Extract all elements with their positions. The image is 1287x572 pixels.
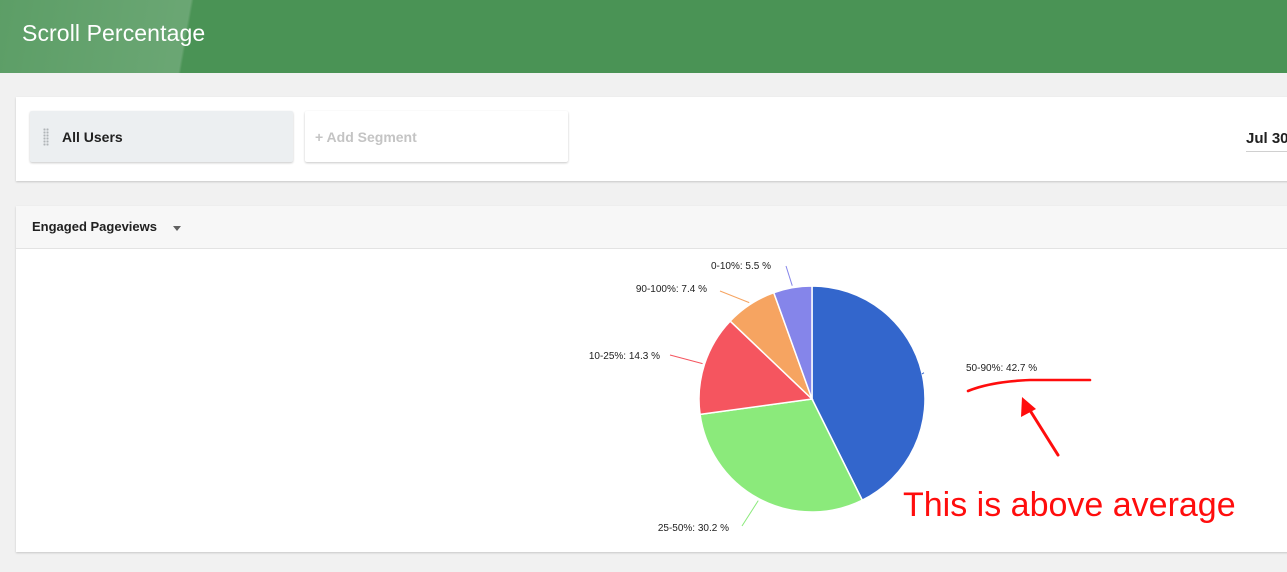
pie-label-90-100%: 90-100%: 7.4 %: [636, 284, 707, 295]
add-segment-label: + Add Segment: [315, 129, 417, 145]
pie-slice-25-50%[interactable]: [699, 398, 864, 513]
caret-down-icon[interactable]: [173, 226, 181, 231]
pie-label-0-10%: 0-10%: 5.5 %: [711, 261, 771, 272]
annotation-underline: [966, 378, 1092, 393]
page-title: Scroll Percentage: [22, 20, 206, 46]
annotation-arrow-head: [1021, 397, 1036, 417]
leader-line-0-10%: [785, 265, 793, 286]
segment-label: All Users: [62, 129, 123, 145]
pie-label-50-90%: 50-90%: 42.7 %: [966, 363, 1037, 374]
chart-card-header: Engaged Pageviews: [16, 206, 1287, 249]
annotation-arrow-shaft: [1024, 402, 1060, 457]
annotation-marks: [966, 378, 1092, 457]
leader-line-90-100%: [719, 290, 750, 304]
annotation-text: This is above average: [903, 486, 1236, 524]
segment-bar: All Users + Add Segment Jul 30: [16, 97, 1287, 181]
pie-label-25-50%: 25-50%: 30.2 %: [658, 523, 729, 534]
date-range-picker[interactable]: Jul 30: [1246, 130, 1287, 152]
pie-slice-10-25%[interactable]: [698, 320, 814, 416]
pie-slice-0-10%[interactable]: [772, 285, 813, 400]
leader-line-25-50%: [741, 500, 759, 527]
segment-all-users[interactable]: All Users: [30, 111, 293, 162]
pie-leader-lines: [669, 265, 925, 527]
header-sheen: [0, 0, 260, 73]
add-segment-button[interactable]: + Add Segment: [305, 111, 568, 162]
report-header: Scroll Percentage: [0, 0, 1287, 73]
leader-line-10-25%: [669, 354, 703, 365]
leader-line-50-90%: [921, 372, 925, 375]
pie-slice-50-90%[interactable]: [811, 285, 926, 502]
pie-label-10-25%: 10-25%: 14.3 %: [589, 351, 660, 362]
pie-labels: 50-90%: 42.7 % 25-50%: 30.2 % 10-25%: 14.3…: [589, 261, 1037, 534]
pie-slices: [698, 285, 926, 513]
drag-handle-icon[interactable]: [43, 128, 49, 146]
metric-dropdown[interactable]: Engaged Pageviews: [32, 219, 157, 234]
